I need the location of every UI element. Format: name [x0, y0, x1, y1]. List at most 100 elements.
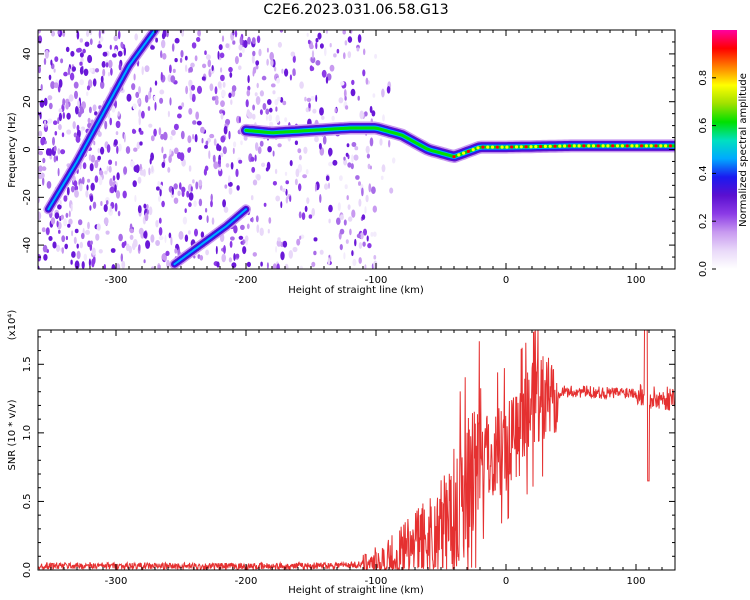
spectrogram-noise-mark — [225, 43, 230, 49]
y-tick-label: 0 — [22, 146, 33, 152]
spectrogram-noise-mark — [82, 48, 86, 54]
spectrogram-noise-mark — [304, 205, 308, 212]
spectrogram-noise-mark — [266, 47, 269, 53]
spectrogram-peak-mark — [596, 144, 600, 148]
spectrogram-peak-mark — [558, 144, 562, 148]
spectrogram-noise-mark — [50, 217, 56, 225]
spectrogram-noise-mark — [59, 200, 62, 206]
spectrogram-noise-mark — [205, 140, 209, 146]
spectrogram-noise-mark — [195, 181, 199, 190]
spectrogram-noise-mark — [282, 188, 286, 193]
spectrogram-noise-mark — [368, 183, 372, 193]
spectrogram-noise-mark — [284, 68, 289, 77]
y-tick-label: 1.5 — [22, 356, 33, 372]
spectrogram-noise-mark — [349, 228, 352, 236]
spectrogram-noise-mark — [41, 166, 47, 171]
spectrogram-noise-mark — [79, 66, 84, 75]
spectrogram-noise-mark — [380, 175, 384, 180]
spectrogram-noise-mark — [285, 180, 290, 185]
spectrogram-noise-mark — [223, 206, 229, 213]
spectrogram-noise-mark — [85, 229, 90, 235]
spectrogram-noise-mark — [299, 235, 302, 240]
spectrogram-noise-mark — [178, 231, 184, 240]
spectrogram-noise-mark — [73, 132, 77, 138]
spectrogram-noise-mark — [267, 228, 270, 234]
spectrogram-noise-mark — [38, 30, 41, 34]
spectrogram-noise-mark — [132, 129, 137, 134]
spectrogram-noise-mark — [344, 96, 347, 101]
spectrogram-noise-mark — [159, 89, 165, 95]
spectrogram-noise-mark — [289, 195, 292, 202]
spectrogram-noise-mark — [48, 74, 52, 81]
spectrogram-noise-mark — [247, 75, 250, 84]
spectrogram-noise-mark — [204, 50, 207, 55]
spectrogram-noise-mark — [239, 36, 243, 46]
spectrogram-noise-mark — [123, 133, 126, 143]
spectrogram-noise-mark — [262, 103, 267, 110]
spectrogram-noise-mark — [102, 68, 106, 77]
spectrogram-noise-mark — [153, 128, 157, 137]
spectrogram-peak-mark — [649, 144, 653, 148]
spectrogram-noise-mark — [104, 120, 108, 130]
snr-border — [37, 329, 676, 571]
spectrogram-noise-mark — [111, 105, 116, 113]
spectrogram-peak-mark — [486, 145, 490, 149]
spectrogram-noise-mark — [255, 142, 259, 151]
spectrogram-noise-mark — [246, 261, 251, 268]
spectrogram-peak-mark — [466, 149, 470, 153]
spectrogram-noise-mark — [319, 107, 324, 116]
spectrogram-noise-mark — [150, 135, 155, 142]
spectrogram-noise-mark — [45, 227, 50, 236]
spectrogram-noise-mark — [373, 260, 378, 269]
spectrogram-noise-mark — [38, 165, 43, 172]
spectrogram-noise-mark — [300, 234, 305, 239]
spectrogram-noise-mark — [118, 63, 122, 71]
spectrogram-noise-mark — [40, 84, 43, 91]
snr-y-ticks: 0.0 0.5 1.0 1.5 — [22, 336, 675, 578]
spectrogram-noise-mark — [74, 260, 80, 269]
spectrogram-noise-mark — [54, 212, 60, 220]
spectrogram-noise-mark — [171, 129, 176, 136]
spectrogram-peak-mark — [510, 145, 514, 149]
spectrogram-noise-mark — [91, 258, 95, 268]
spectrogram-noise-mark — [94, 68, 100, 73]
spectrogram-noise-mark — [174, 147, 179, 155]
spectrogram-noise-mark — [132, 103, 137, 110]
spectrogram-peak-mark — [519, 145, 523, 149]
spectrogram-noise-mark — [329, 43, 332, 48]
spectrogram-noise-mark — [233, 253, 236, 261]
spectrogram-noise-mark — [289, 160, 293, 167]
spectrogram-noise-mark — [89, 68, 94, 73]
spectrogram-noise-mark — [292, 55, 296, 63]
spectrogram-noise-mark — [134, 33, 138, 41]
spectrogram-noise-mark — [213, 161, 219, 170]
spectrogram-noise-mark — [272, 90, 276, 95]
spectrogram-noise-mark — [276, 263, 280, 269]
snr-panel: -300 -200 -100 0 100 0.0 0.5 1.0 1.5 Height of … — [7, 310, 676, 596]
spectrogram-noise-mark — [256, 35, 261, 44]
spectrogram-noise-mark — [63, 218, 67, 227]
spectrogram-noise-mark — [197, 30, 201, 37]
spectrogram-noise-mark — [242, 239, 245, 246]
spectrogram-noise-mark — [209, 133, 215, 139]
spectrogram-noise-mark — [79, 79, 84, 86]
spectrogram-noise-mark — [346, 143, 350, 148]
spectrogram-noise-mark — [74, 189, 79, 198]
colorbar-tick-label: 0.4 — [698, 165, 709, 181]
spectrogram-noise-mark — [48, 236, 53, 241]
spectrogram-noise-mark — [351, 154, 354, 163]
spectrogram-noise-mark — [99, 36, 104, 42]
spectrogram-noise-mark — [88, 106, 92, 114]
spectrogram-noise-mark — [313, 237, 318, 242]
spectrogram-noise-mark — [39, 99, 45, 108]
spectrogram-noise-mark — [56, 220, 59, 228]
spectrogram-noise-mark — [117, 111, 121, 117]
spectrogram-noise-mark — [135, 91, 140, 98]
spectrogram-noise-mark — [96, 223, 101, 231]
spectrogram-noise-mark — [357, 34, 362, 43]
spectrogram-noise-mark — [315, 42, 318, 50]
spectrogram-noise-mark — [243, 39, 248, 49]
spectrogram-peak-mark — [490, 145, 495, 149]
spectrogram-noise-mark — [125, 146, 131, 154]
spectrogram-noise-mark — [158, 227, 163, 236]
